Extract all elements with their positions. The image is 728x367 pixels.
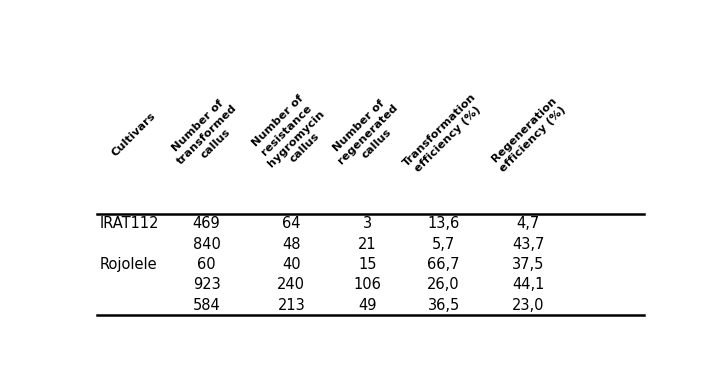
Text: 44,1: 44,1 (512, 277, 545, 292)
Text: 469: 469 (193, 216, 221, 231)
Text: 4,7: 4,7 (517, 216, 540, 231)
Text: 3: 3 (363, 216, 372, 231)
Text: 13,6: 13,6 (427, 216, 460, 231)
Text: Regeneration
efficiency (%): Regeneration efficiency (%) (489, 95, 567, 174)
Text: 66,7: 66,7 (427, 257, 460, 272)
Text: 23,0: 23,0 (512, 298, 545, 313)
Text: 60: 60 (197, 257, 216, 272)
Text: 43,7: 43,7 (512, 237, 545, 252)
Text: 36,5: 36,5 (427, 298, 460, 313)
Text: 37,5: 37,5 (512, 257, 545, 272)
Text: 106: 106 (354, 277, 381, 292)
Text: Transformation
efficiency (%): Transformation efficiency (%) (401, 92, 486, 177)
Text: 21: 21 (358, 237, 377, 252)
Text: 240: 240 (277, 277, 305, 292)
Text: 49: 49 (358, 298, 376, 313)
Text: 15: 15 (358, 257, 376, 272)
Text: Number of
regenerated
callus: Number of regenerated callus (327, 94, 408, 175)
Text: 40: 40 (282, 257, 301, 272)
Text: Number of
transformed
callus: Number of transformed callus (166, 94, 248, 175)
Text: 5,7: 5,7 (432, 237, 455, 252)
Text: 213: 213 (277, 298, 305, 313)
Text: 923: 923 (193, 277, 221, 292)
Text: IRAT112: IRAT112 (100, 216, 159, 231)
Text: 26,0: 26,0 (427, 277, 460, 292)
Text: Cultivars: Cultivars (109, 110, 157, 158)
Text: 64: 64 (282, 216, 301, 231)
Text: Number of
resistance
hygromycin
callus: Number of resistance hygromycin callus (248, 91, 335, 178)
Text: 840: 840 (193, 237, 221, 252)
Text: 48: 48 (282, 237, 301, 252)
Text: Rojolele: Rojolele (100, 257, 157, 272)
Text: 584: 584 (193, 298, 221, 313)
